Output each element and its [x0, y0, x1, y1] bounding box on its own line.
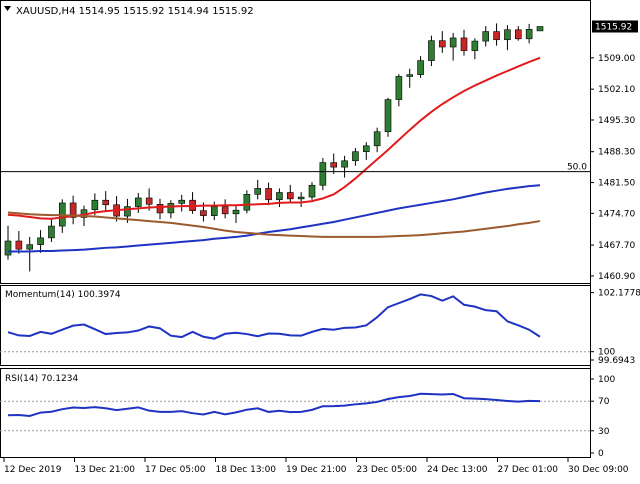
current-price-label: 1515.92 [595, 22, 632, 32]
candle-body [438, 40, 446, 48]
rsi-layer: 100 70 30 0 [0, 375, 615, 459]
moving-averages-layer [7, 56, 541, 253]
price-tick-label: 1460.90 [598, 272, 635, 282]
candle-body [525, 29, 533, 40]
candle-body [514, 29, 522, 40]
candle-body [373, 131, 381, 147]
candle-body [254, 188, 262, 195]
candle-body [210, 206, 218, 216]
level-line-label: 50.0 [567, 163, 587, 173]
candle-body [91, 199, 99, 211]
candle-body [319, 162, 327, 186]
time-tick-label: 17 Dec 05:00 [145, 465, 206, 475]
candle-body [428, 40, 435, 61]
symbol-header: XAUUSD,H4 1514.95 1515.92 1514.94 1515.9… [16, 6, 254, 17]
time-tick-label: 12 Dec 2019 [4, 465, 62, 475]
ma-line-sma100 [8, 184, 541, 253]
candle-body [102, 199, 110, 206]
candle-body [536, 26, 544, 32]
candle-body [297, 196, 305, 200]
candle-body [286, 192, 294, 200]
rsi-title: RSI(14) 70.1234 [5, 374, 78, 384]
candle-body [449, 37, 457, 48]
rsi-tick-label: 70 [598, 397, 610, 407]
candle-body [232, 209, 240, 215]
candle-body [156, 203, 164, 214]
candle-body [471, 40, 479, 51]
time-tick-label: 27 Dec 01:00 [498, 465, 559, 475]
rsi-tick-label: 0 [598, 449, 604, 459]
candle-body [406, 74, 414, 77]
price-tick-label: 1467.70 [598, 241, 635, 251]
time-tick-label: 24 Dec 13:00 [427, 465, 488, 475]
price-tick-label: 1481.50 [598, 179, 635, 189]
rsi-line [7, 392, 541, 418]
candle-body [15, 240, 23, 250]
candle-body [493, 31, 500, 41]
price-tick-label: 1488.30 [598, 148, 635, 158]
momentum-tick-label: 100 [598, 348, 615, 358]
candle-body [48, 225, 55, 239]
candle-body [124, 206, 131, 217]
triangle-down-icon[interactable] [4, 6, 11, 11]
rsi-tick-label: 100 [598, 375, 615, 385]
candle-body [200, 210, 207, 216]
momentum-line [7, 293, 541, 340]
candle-body [504, 29, 511, 41]
candle-body [460, 37, 468, 51]
candle-body [4, 240, 12, 256]
candle-body [69, 202, 77, 218]
candle-body [243, 194, 251, 211]
candle-body [482, 31, 490, 42]
momentum-tick-label: 99.6943 [598, 356, 635, 366]
time-axis: 12 Dec 2019 13 Dec 21:00 17 Dec 05:00 18 De… [3, 458, 629, 475]
current-price-box [592, 20, 638, 33]
candle-body [145, 197, 153, 205]
price-tick-label: 1502.10 [598, 85, 635, 95]
price-tick-label: 1509.00 [598, 54, 635, 64]
candle-body [417, 60, 424, 75]
momentum-title: Momentum(14) 100.3974 [5, 290, 121, 300]
time-tick-label: 23 Dec 05:00 [357, 465, 418, 475]
candle-body [265, 188, 272, 201]
candle-body [178, 199, 186, 204]
candle-body [330, 162, 338, 168]
ma-line-sma200 [7, 211, 541, 238]
time-tick-label: 18 Dec 13:00 [216, 465, 277, 475]
candle-body [221, 206, 229, 215]
candle-body [167, 203, 175, 214]
candle-body [352, 151, 359, 162]
candle-body [395, 76, 403, 100]
rsi-tick-label: 30 [598, 427, 610, 437]
price-axis: 1509.00 1502.10 1495.30 1488.30 1481.50 1474.… [590, 54, 635, 282]
time-tick-label: 13 Dec 21:00 [75, 465, 136, 475]
candle-body [26, 244, 34, 250]
time-tick-label: 19 Dec 21:00 [286, 465, 347, 475]
candle-body [134, 197, 142, 207]
price-tick-label: 1495.30 [598, 116, 635, 126]
price-tick-label: 1474.70 [598, 209, 635, 219]
time-tick-label: 30 Dec 09:00 [568, 465, 629, 475]
candle-body [362, 145, 370, 153]
candle-body [308, 184, 316, 198]
candle-body [384, 99, 392, 133]
candle-body [276, 192, 283, 201]
candle-body [341, 160, 348, 168]
ma-line-sma20 [7, 56, 541, 220]
candle-body [37, 237, 44, 245]
momentum-tick-label: 102.1778 [598, 289, 640, 299]
